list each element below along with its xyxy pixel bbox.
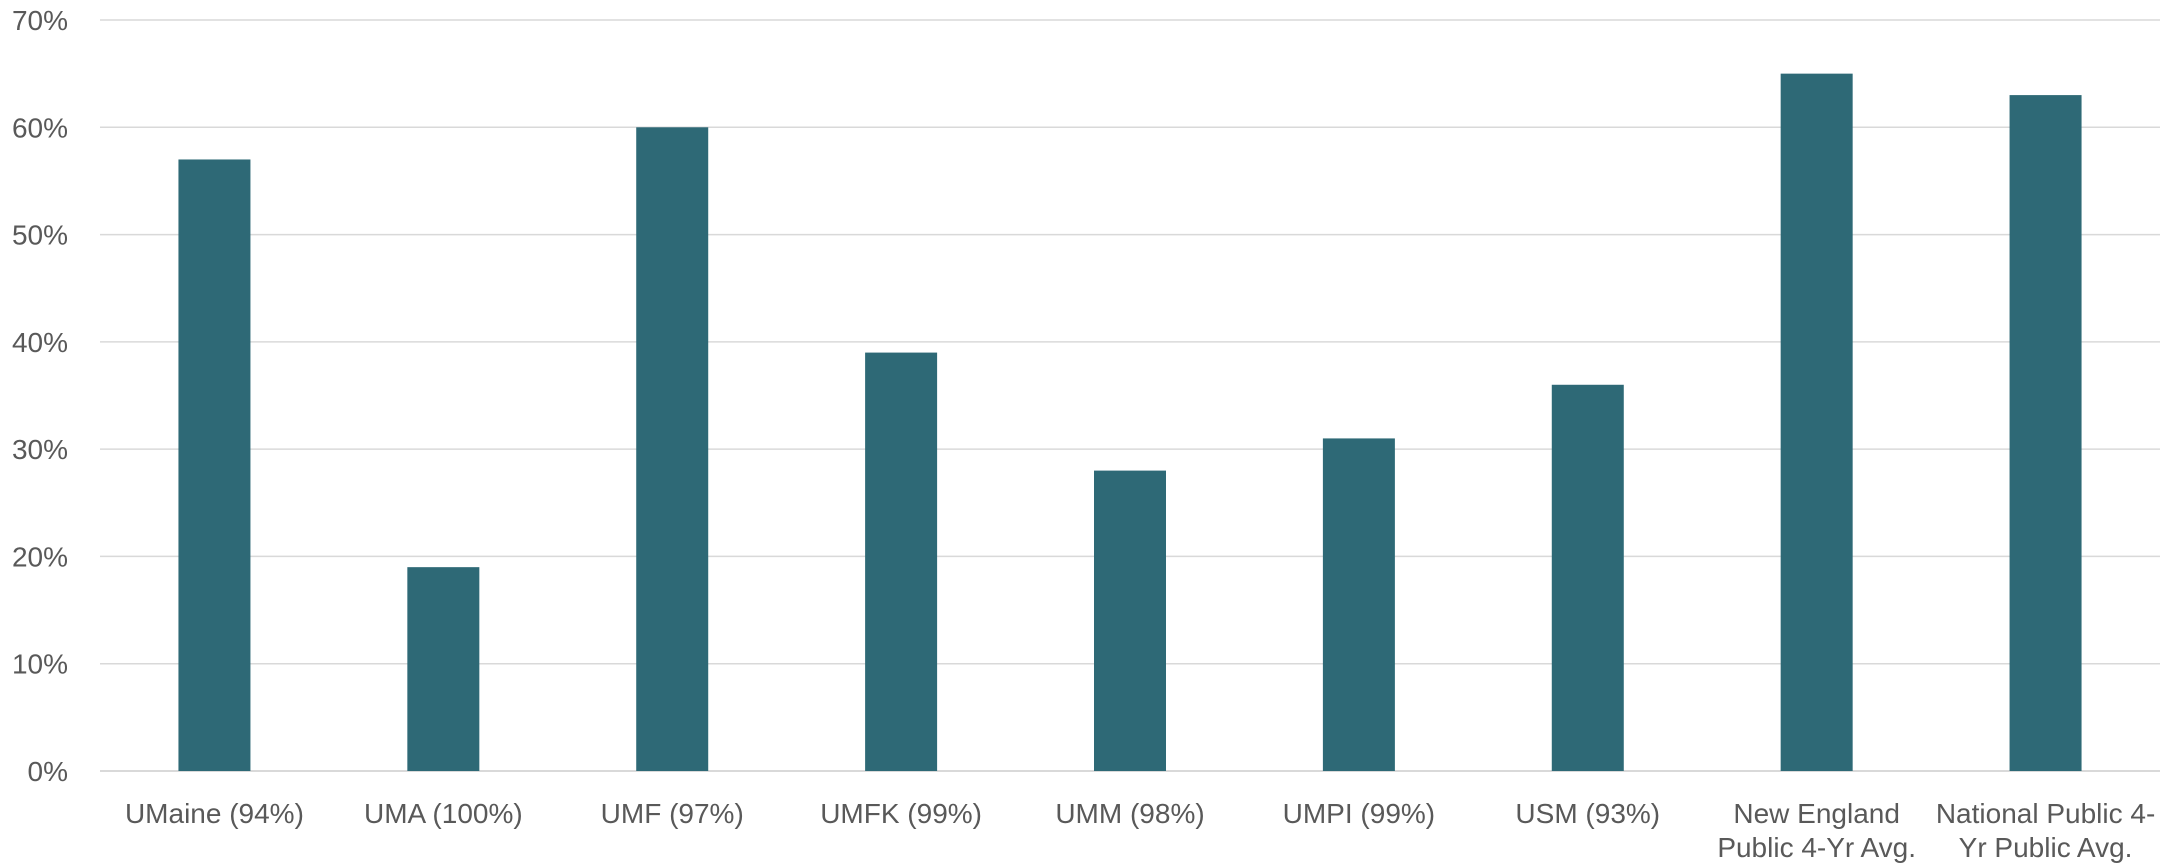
- x-category-label: UMA (100%): [364, 798, 523, 829]
- bar: [1551, 384, 1624, 771]
- y-tick-label: 0%: [28, 756, 68, 787]
- y-axis-tick-labels: 0% 10% 20% 30% 40% 50% 60% 70%: [12, 5, 68, 787]
- x-axis-category-labels: UMaine (94%) UMA (100%) UMF (97%) UMFK (99%…: [125, 798, 2155, 863]
- bar: [1322, 438, 1395, 771]
- y-tick-label: 60%: [12, 112, 68, 143]
- x-category-label: UMM (98%): [1055, 798, 1204, 829]
- bar: [865, 352, 938, 771]
- bar: [178, 159, 251, 771]
- x-category-label: UMFK (99%): [820, 798, 982, 829]
- bar: [1094, 470, 1166, 771]
- bar: [1780, 73, 1853, 771]
- y-tick-label: 30%: [12, 434, 68, 465]
- bar: [407, 567, 480, 771]
- x-category-label: USM (93%): [1515, 798, 1660, 829]
- x-category-label: UMaine (94%): [125, 798, 304, 829]
- x-category-label: New England Public 4-Yr Avg.: [1717, 798, 1916, 863]
- y-tick-label: 10%: [12, 649, 68, 680]
- x-category-label: UMPI (99%): [1283, 798, 1435, 829]
- x-category-label: National Public 4-Yr Public Avg.: [1936, 798, 2155, 863]
- x-category-label: UMF (97%): [601, 798, 744, 829]
- y-tick-label: 70%: [12, 5, 68, 36]
- bars: [178, 73, 2082, 772]
- bar: [636, 127, 709, 772]
- bar: [2009, 95, 2082, 772]
- y-tick-label: 40%: [12, 327, 68, 358]
- y-tick-label: 20%: [12, 541, 68, 572]
- y-tick-label: 50%: [12, 220, 68, 251]
